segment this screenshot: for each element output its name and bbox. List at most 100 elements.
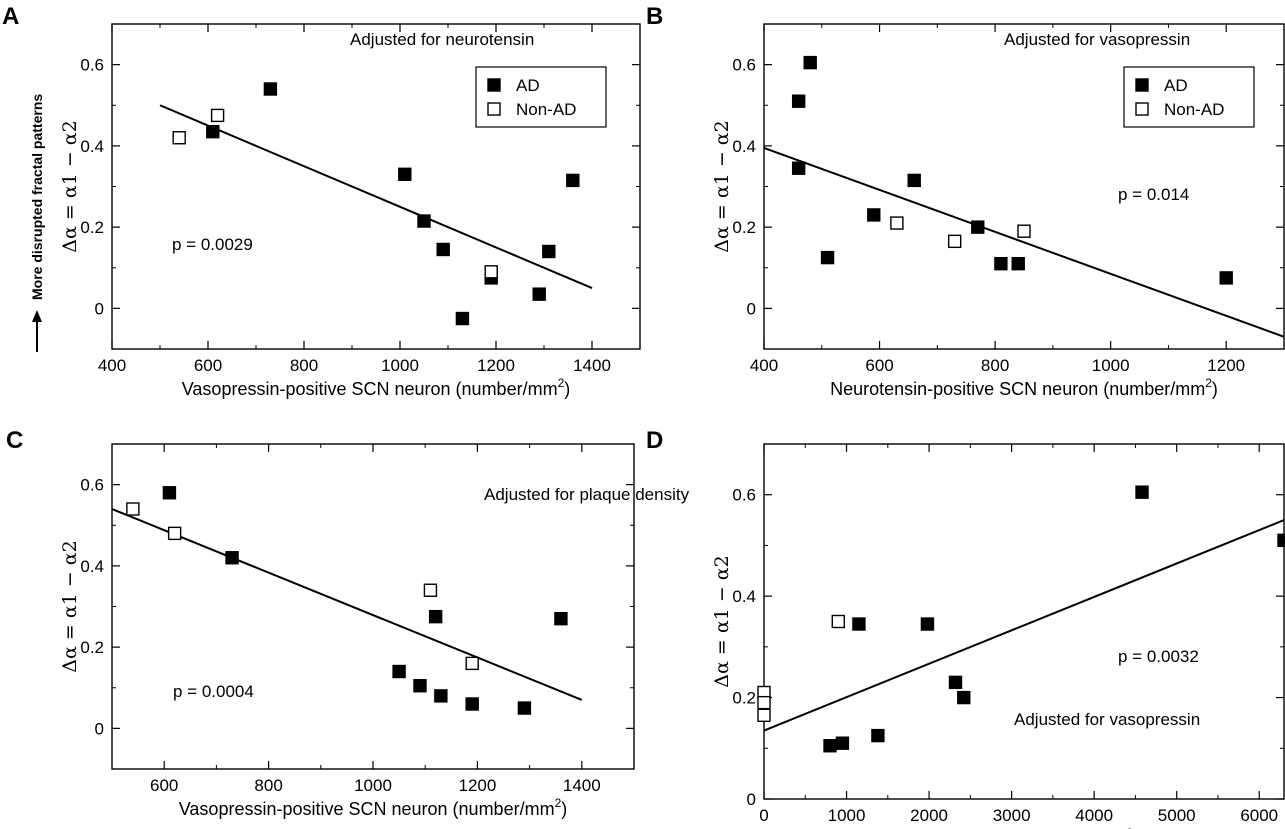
y-tick-label-b: 0.2: [732, 218, 756, 237]
annotation-a: Adjusted for neurotensin: [350, 30, 534, 49]
x-axis-label-d: Plaque density (counts/mm2): [909, 826, 1139, 829]
side-note: More disrupted fractal patterns: [29, 94, 45, 300]
point-non-ad-a: [210, 108, 225, 123]
legend-a: AD Non-AD: [475, 66, 607, 128]
point-ad-c: [465, 697, 479, 711]
plot-frame-d: [763, 443, 1285, 800]
point-ad-b: [820, 250, 835, 265]
fit-line-c: [112, 508, 583, 701]
fit-group-a: [159, 104, 593, 289]
annotation-c: Adjusted for plaque density: [484, 485, 690, 504]
y-tick-label-c: 0.4: [80, 557, 104, 576]
x-axis-label-a: Vasopressin-positive SCN neuron (number/…: [182, 376, 571, 399]
plot-a: 400 600 800 1000 1200 1400 0 0.2 0.4 0.6 Vasopress…: [59, 23, 641, 399]
point-non-ad-c: [126, 502, 140, 516]
x-tick-label-a: 1000: [381, 356, 419, 375]
point-ad-d: [871, 728, 885, 743]
point-ad-b: [803, 55, 817, 70]
point-ad-d: [1135, 485, 1149, 499]
x-tick-label-a: 1400: [573, 356, 611, 375]
x-tick-label-d: 6000: [1240, 806, 1278, 825]
panel-b: B 400 600 800 1000 1200 0 0.2 0.4 0.6 Neurotensin…: [646, 3, 1285, 399]
plot-b: 400 600 800 1000 1200 0 0.2 0.4 0.6 Neurotensin-p…: [711, 23, 1285, 399]
panel-letter-d: D: [646, 427, 663, 454]
point-ad-c: [434, 689, 448, 703]
point-non-ad-b: [890, 216, 904, 230]
y-tick-label-c: 0.6: [80, 476, 104, 495]
legend-box-a: [475, 66, 607, 128]
point-ad-b: [994, 256, 1008, 271]
x-tick-label-c: 600: [150, 776, 178, 795]
point-ad-c: [225, 551, 239, 565]
point-ad-d: [948, 675, 963, 690]
legend-b: AD Non-AD: [1123, 66, 1255, 128]
point-ad-c: [554, 611, 568, 626]
point-ad-a: [263, 82, 278, 96]
point-ad-b: [1219, 271, 1233, 285]
panel-c: C 600 800 1000 1200 1400 0 0.2 0.4 0.6 Vasopressi…: [6, 427, 690, 819]
p-value-a: p = 0.0029: [172, 235, 253, 254]
annotation-b: Adjusted for vasopressin: [1004, 30, 1190, 49]
x-axis-label-c: Vasopressin-positive SCN neuron (number/…: [179, 796, 568, 819]
y-tick-label-b: 0.6: [732, 56, 756, 75]
y-axis-label-c: Δα = α1 − α2: [59, 540, 81, 672]
x-tick-label-a: 800: [290, 356, 318, 375]
point-ad-d: [920, 617, 935, 631]
x-tick-label-c: 1400: [563, 776, 601, 795]
x-tick-label-b: 1000: [1092, 356, 1130, 375]
fit-group-b: [764, 146, 1284, 338]
legend-marker-b: [1135, 78, 1149, 92]
point-ad-c: [413, 679, 427, 693]
x-tick-label-d: 2000: [910, 806, 948, 825]
point-ad-a: [436, 242, 450, 257]
side-note-group: More disrupted fractal patterns: [29, 94, 45, 352]
p-value-b: p = 0.014: [1118, 185, 1189, 204]
panel-letter-b: B: [646, 3, 663, 30]
plot-d: 0 1000 2000 3000 4000 5000 6000 0 0.2 0.4 0.6 Plaqu…: [711, 443, 1285, 829]
point-non-ad-a: [484, 265, 498, 279]
plot-c: 600 800 1000 1200 1400 0 0.2 0.4 0.6 Vasopressin-…: [59, 443, 690, 819]
y-tick-label-b: 0: [747, 299, 756, 318]
panel-letter-a: A: [2, 3, 19, 30]
y-axis-label-a: Δα = α1 − α2: [59, 120, 81, 252]
x-tick-label-d: 5000: [1158, 806, 1196, 825]
y-axis-label-d: Δα = α1 − α2: [711, 555, 733, 687]
y-tick-label-a: 0.6: [80, 56, 104, 75]
point-non-ad-c: [167, 526, 182, 541]
point-ad-a: [206, 124, 220, 139]
point-ad-d: [852, 617, 866, 631]
point-ad-c: [428, 609, 443, 624]
y-tick-label-d: 0: [747, 790, 756, 809]
point-ad-b: [791, 94, 806, 108]
point-ad-a: [398, 167, 412, 182]
x-tick-label-c: 800: [254, 776, 282, 795]
point-ad-a: [566, 173, 580, 188]
point-ad-b: [867, 208, 881, 222]
point-ad-c: [392, 664, 406, 679]
point-non-ad-c: [423, 583, 438, 597]
point-non-ad-d: [831, 614, 845, 629]
point-ad-d: [1277, 533, 1285, 548]
y-axis-label-b: Δα = α1 − α2: [711, 120, 733, 252]
fit-group-c: [112, 508, 583, 701]
legend-marker-a: [487, 78, 501, 92]
x-axis-label-b: Neurotensin-positive SCN neuron (number/…: [830, 376, 1218, 399]
fit-group-d: [764, 519, 1284, 732]
x-tick-label-d: 4000: [1075, 806, 1113, 825]
fit-line-a: [159, 104, 593, 289]
point-non-ad-c: [465, 656, 479, 671]
legend-marker-a: [487, 102, 501, 116]
legend-label-b: AD: [1164, 76, 1188, 95]
x-tick-label-c: 1000: [354, 776, 392, 795]
point-ad-a: [542, 244, 556, 259]
point-non-ad-d: [757, 695, 771, 710]
y-tick-label-d: 0.4: [732, 587, 756, 606]
point-ad-c: [517, 701, 532, 715]
x-tick-label-a: 400: [98, 356, 126, 375]
x-tick-label-b: 1200: [1207, 356, 1245, 375]
y-tick-label-a: 0.4: [80, 137, 104, 156]
point-ad-b: [1011, 256, 1025, 271]
x-tick-label-b: 400: [750, 356, 778, 375]
x-tick-label-c: 1200: [458, 776, 496, 795]
